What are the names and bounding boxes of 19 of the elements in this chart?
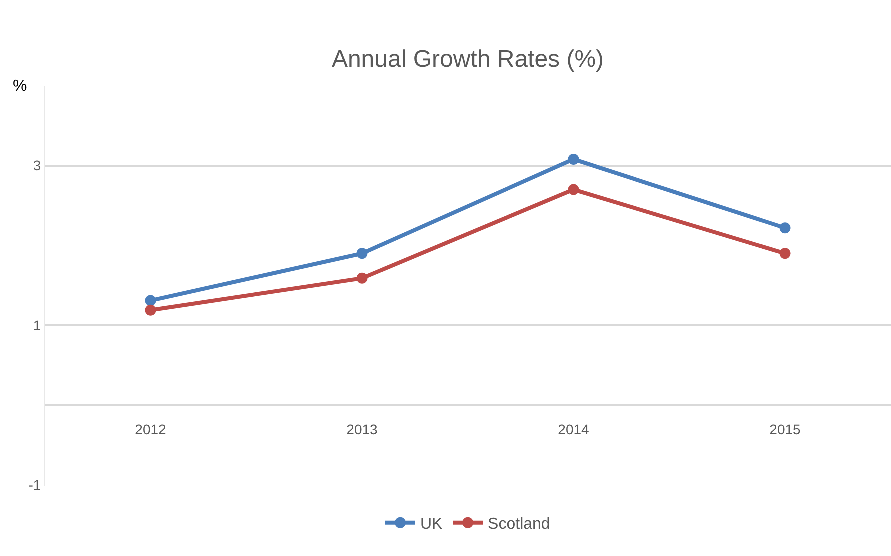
y-tick-label: 1 (33, 317, 42, 334)
chart-title: Annual Growth Rates (%) (332, 46, 604, 73)
y-tick-label: 3 (33, 158, 42, 174)
point (568, 184, 580, 196)
point (780, 248, 791, 260)
point (145, 295, 156, 306)
y-tick-label: -1 (28, 477, 42, 494)
x-tick-label: 2014 (558, 421, 590, 438)
point (145, 304, 156, 316)
point (780, 222, 791, 234)
x-tick-label: 2013 (346, 421, 378, 438)
legend-label: UK (420, 516, 444, 534)
x-tick-label: 2015 (770, 421, 802, 438)
point (568, 154, 580, 165)
legend-label: Scotland (488, 516, 550, 534)
text: % (13, 78, 28, 95)
x-tick-label: 2012 (135, 421, 167, 438)
point (356, 248, 368, 260)
point (356, 272, 368, 284)
